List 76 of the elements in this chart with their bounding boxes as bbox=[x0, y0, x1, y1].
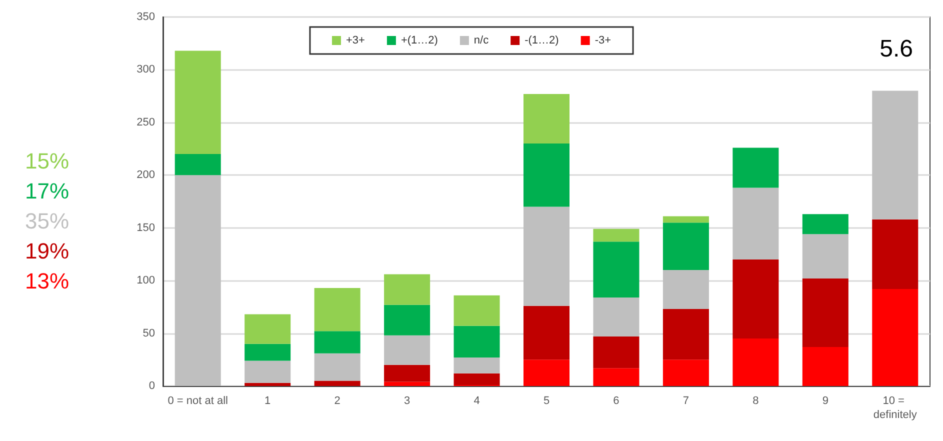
bar bbox=[523, 306, 570, 360]
bar bbox=[872, 219, 918, 290]
bar bbox=[384, 304, 430, 336]
x-tick-label: 1 bbox=[264, 395, 271, 407]
bar bbox=[802, 234, 848, 278]
y-tick-label: 200 bbox=[136, 169, 155, 182]
bar bbox=[593, 242, 640, 298]
bar bbox=[454, 358, 500, 374]
x-tick-label: 6 bbox=[613, 395, 620, 407]
bar bbox=[454, 295, 500, 326]
bar bbox=[662, 360, 709, 386]
y-tick-label: 50 bbox=[142, 327, 155, 340]
bar bbox=[244, 314, 291, 344]
bar bbox=[244, 360, 291, 383]
bar bbox=[384, 364, 430, 382]
bar bbox=[523, 144, 570, 207]
legend-label: -(1…2) bbox=[524, 34, 559, 46]
bar bbox=[872, 289, 918, 386]
bar bbox=[662, 270, 709, 310]
text: 35% bbox=[25, 208, 70, 234]
bar bbox=[662, 309, 709, 360]
bar bbox=[523, 360, 570, 386]
y-tick-label: 0 bbox=[148, 380, 155, 392]
legend-label: -3+ bbox=[594, 34, 612, 46]
bar bbox=[314, 331, 360, 354]
x-tick-label: 4 bbox=[474, 395, 480, 407]
x-tick-label: 7 bbox=[682, 395, 690, 407]
bar bbox=[314, 353, 360, 381]
x-tick-label: 3 bbox=[404, 395, 410, 407]
legend-label: +(1…2) bbox=[400, 34, 438, 46]
bar bbox=[384, 382, 430, 386]
bar bbox=[314, 380, 360, 386]
text: 17% bbox=[25, 178, 70, 204]
x-tick-label: 8 bbox=[752, 395, 759, 407]
y-tick-label: 350 bbox=[136, 11, 155, 23]
bar bbox=[384, 274, 430, 305]
bar bbox=[454, 326, 500, 358]
x-tick-label: 5 bbox=[543, 395, 550, 407]
annotation: 5.6 bbox=[880, 36, 914, 62]
legend-label: +3+ bbox=[346, 34, 365, 46]
y-tick-label: 100 bbox=[136, 274, 155, 287]
bar bbox=[872, 90, 918, 220]
bar bbox=[732, 338, 779, 386]
bar bbox=[593, 297, 640, 336]
bar bbox=[732, 188, 779, 260]
bar bbox=[662, 216, 709, 223]
bar bbox=[174, 50, 221, 154]
text: 19% bbox=[25, 238, 70, 264]
bar bbox=[454, 373, 500, 385]
x-tick-label: 0 = not at all bbox=[168, 395, 228, 407]
bar bbox=[732, 148, 779, 188]
legend-label: n/c bbox=[474, 34, 490, 46]
bar bbox=[174, 154, 221, 176]
x-tick-label: 2 bbox=[334, 395, 340, 407]
bar bbox=[314, 288, 360, 332]
bar bbox=[593, 336, 640, 368]
bar bbox=[384, 335, 430, 365]
bar bbox=[662, 222, 709, 270]
x-tick-label: 10 = definitely bbox=[873, 395, 918, 421]
bar bbox=[593, 368, 640, 386]
bar bbox=[174, 175, 221, 386]
y-tick-label: 250 bbox=[136, 116, 155, 128]
bar bbox=[593, 228, 640, 242]
text: 15% bbox=[25, 148, 70, 174]
y-tick-label: 300 bbox=[136, 64, 155, 76]
bar bbox=[244, 344, 291, 361]
bar bbox=[244, 382, 291, 386]
bar bbox=[802, 346, 848, 386]
bar bbox=[802, 214, 848, 234]
y-tick-label: 150 bbox=[136, 222, 155, 234]
text: 13% bbox=[25, 268, 70, 294]
bar bbox=[523, 206, 570, 306]
bar bbox=[732, 259, 779, 339]
bar bbox=[802, 278, 848, 347]
bar bbox=[523, 94, 570, 144]
x-tick-label: 9 bbox=[822, 395, 828, 407]
